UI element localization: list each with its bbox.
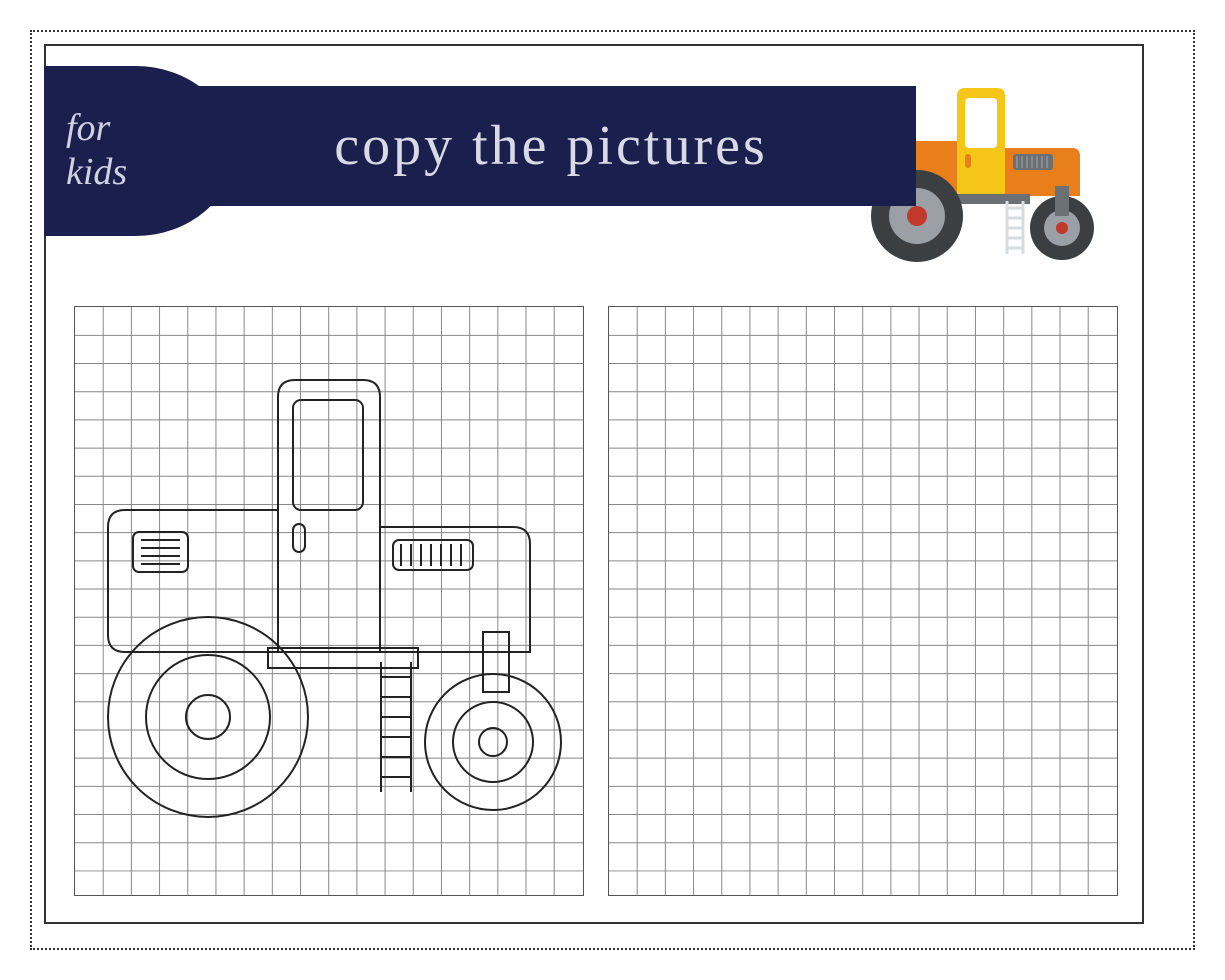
header: for kids copy the pictures: [46, 76, 916, 216]
dotted-frame: for kids copy the pictures: [30, 30, 1195, 950]
title-text: copy the pictures: [334, 114, 768, 178]
for-kids-badge: for kids: [44, 66, 234, 236]
vehicle-outline-icon: [93, 352, 573, 852]
solid-frame: for kids copy the pictures: [44, 44, 1144, 924]
grid-left: [74, 306, 584, 896]
badge-line2: kids: [66, 151, 234, 195]
badge-line1: for: [66, 107, 234, 151]
grids-container: [74, 306, 1118, 896]
grid-right[interactable]: [608, 306, 1118, 896]
grid-pattern-right: [609, 307, 1117, 895]
